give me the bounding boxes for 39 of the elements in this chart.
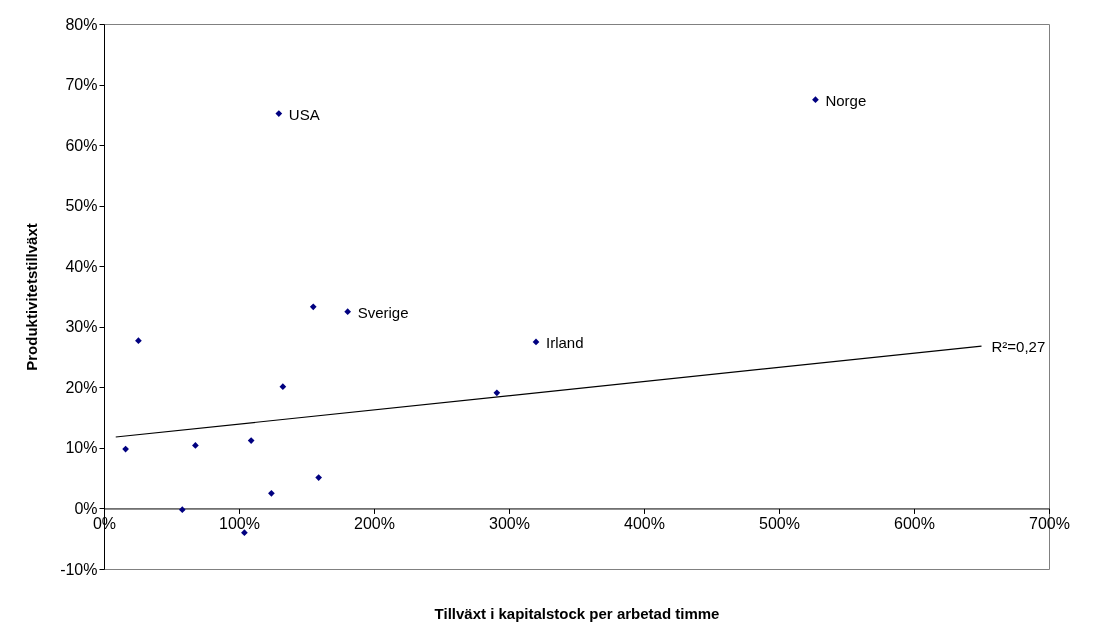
y-tick-label: 30% — [65, 318, 98, 336]
x-tick-label: 200% — [354, 514, 395, 532]
x-tick-label: 400% — [624, 514, 665, 532]
x-tick-label: 100% — [219, 514, 260, 532]
point — [275, 110, 283, 117]
y-tick-label: 40% — [65, 257, 98, 275]
y-tick-label: 60% — [65, 136, 98, 154]
point — [268, 489, 275, 497]
point — [493, 389, 501, 397]
x-axis-title: Tillväxt i kapitalstock per arbetad timme — [434, 604, 720, 622]
y-tick-label: 80% — [65, 15, 98, 33]
point — [279, 383, 287, 391]
point — [309, 303, 317, 311]
point — [122, 445, 129, 453]
point — [241, 529, 248, 537]
x-tick-label: 300% — [489, 514, 530, 532]
annotation: Sverige — [357, 303, 409, 321]
point — [192, 442, 199, 449]
point — [344, 308, 352, 315]
y-tick-label: 20% — [65, 378, 98, 396]
annotation: USA — [288, 105, 320, 123]
point — [135, 337, 142, 345]
annotation: Irland — [546, 333, 584, 351]
y-tick-label: 0% — [74, 499, 98, 517]
annotation: R²=0,27 — [991, 338, 1046, 356]
point — [247, 437, 255, 444]
y-tick-label: 70% — [65, 76, 98, 94]
x-tick-label: 600% — [894, 514, 935, 532]
x-tick-label: 700% — [1029, 514, 1070, 532]
y-axis-title: Produktivitetstillväxt — [23, 223, 41, 371]
y-tick-label: 10% — [65, 439, 98, 457]
x-tick-label: 500% — [759, 514, 800, 532]
point — [532, 338, 540, 346]
point — [315, 474, 322, 481]
y-tick-label: 50% — [65, 197, 98, 215]
annotation: Norge — [825, 91, 867, 109]
point — [812, 96, 819, 104]
y-tick-label: -10% — [60, 560, 98, 578]
point — [178, 506, 186, 514]
